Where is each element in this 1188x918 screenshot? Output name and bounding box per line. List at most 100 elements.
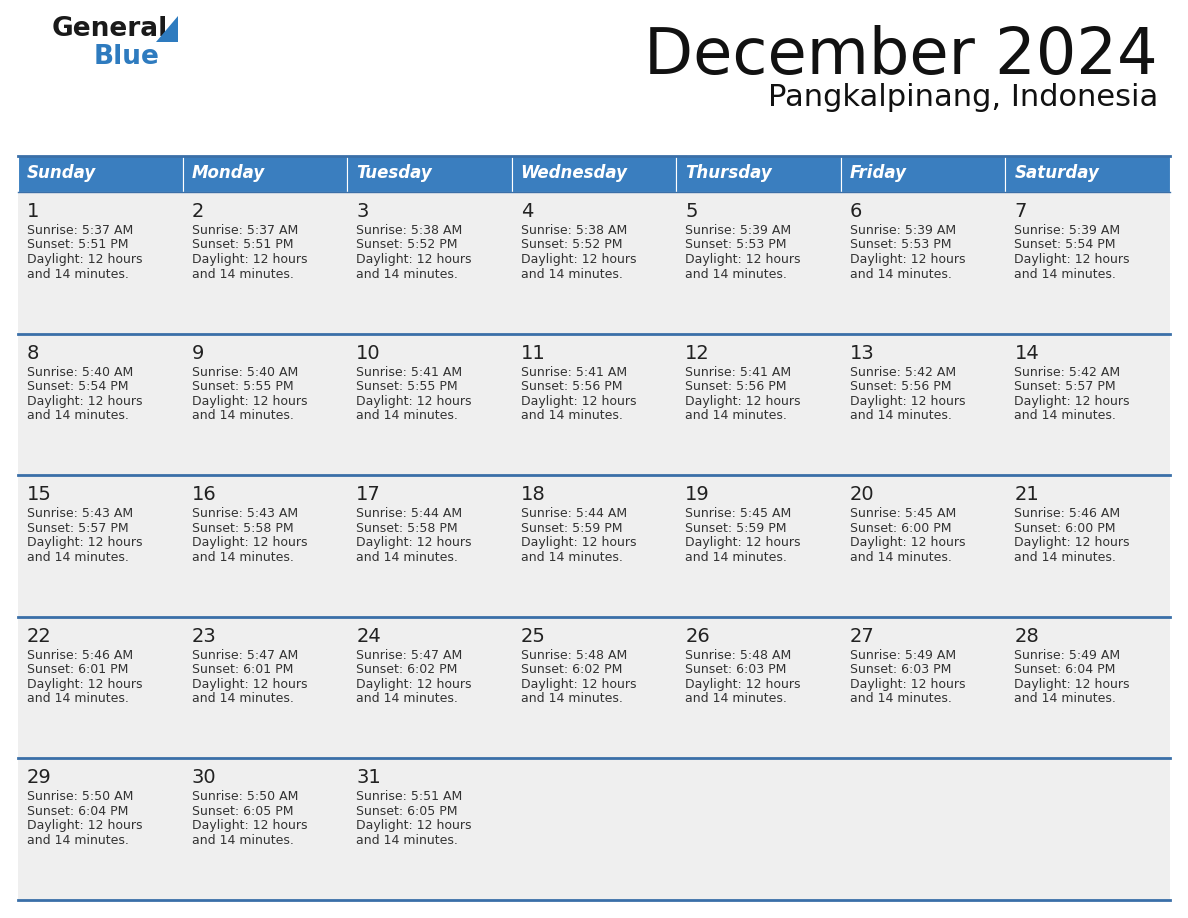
Text: Sunrise: 5:42 AM: Sunrise: 5:42 AM xyxy=(849,365,956,378)
Bar xyxy=(347,617,512,758)
Text: Wednesday: Wednesday xyxy=(520,164,627,182)
Text: 23: 23 xyxy=(191,627,216,645)
Text: and 14 minutes.: and 14 minutes. xyxy=(685,551,788,564)
Bar xyxy=(183,617,347,758)
Text: 7: 7 xyxy=(1015,202,1026,221)
Bar xyxy=(18,617,183,758)
Text: Daylight: 12 hours: Daylight: 12 hours xyxy=(1015,395,1130,408)
Text: Daylight: 12 hours: Daylight: 12 hours xyxy=(849,395,966,408)
Text: Thursday: Thursday xyxy=(685,164,772,182)
Text: Daylight: 12 hours: Daylight: 12 hours xyxy=(849,536,966,549)
Text: and 14 minutes.: and 14 minutes. xyxy=(191,692,293,705)
Text: Sunrise: 5:51 AM: Sunrise: 5:51 AM xyxy=(356,790,462,803)
Text: and 14 minutes.: and 14 minutes. xyxy=(27,551,128,564)
Text: Daylight: 12 hours: Daylight: 12 hours xyxy=(191,677,307,691)
Bar xyxy=(676,192,841,333)
Text: 13: 13 xyxy=(849,343,874,363)
Text: Sunrise: 5:38 AM: Sunrise: 5:38 AM xyxy=(356,224,462,237)
Text: Daylight: 12 hours: Daylight: 12 hours xyxy=(27,820,143,833)
Bar xyxy=(676,476,841,617)
Text: 30: 30 xyxy=(191,768,216,788)
Text: December 2024: December 2024 xyxy=(644,25,1158,87)
Text: General: General xyxy=(52,16,169,42)
Bar xyxy=(18,476,183,617)
Text: and 14 minutes.: and 14 minutes. xyxy=(685,409,788,422)
Text: Daylight: 12 hours: Daylight: 12 hours xyxy=(356,820,472,833)
Text: Sunrise: 5:40 AM: Sunrise: 5:40 AM xyxy=(191,365,298,378)
Text: and 14 minutes.: and 14 minutes. xyxy=(849,692,952,705)
Bar xyxy=(18,192,183,333)
Text: Sunset: 6:05 PM: Sunset: 6:05 PM xyxy=(191,805,293,818)
Bar xyxy=(1005,617,1170,758)
Text: Sunset: 6:00 PM: Sunset: 6:00 PM xyxy=(849,521,952,534)
Text: Sunset: 6:02 PM: Sunset: 6:02 PM xyxy=(356,664,457,677)
Text: Sunset: 5:59 PM: Sunset: 5:59 PM xyxy=(685,521,786,534)
Text: Daylight: 12 hours: Daylight: 12 hours xyxy=(191,395,307,408)
Text: Sunset: 5:55 PM: Sunset: 5:55 PM xyxy=(191,380,293,393)
Text: Sunrise: 5:37 AM: Sunrise: 5:37 AM xyxy=(191,224,298,237)
Text: Daylight: 12 hours: Daylight: 12 hours xyxy=(520,253,637,266)
Text: and 14 minutes.: and 14 minutes. xyxy=(685,267,788,281)
Bar xyxy=(512,192,676,333)
Text: 20: 20 xyxy=(849,486,874,504)
Text: and 14 minutes.: and 14 minutes. xyxy=(849,409,952,422)
Text: Blue: Blue xyxy=(94,44,160,70)
Text: Daylight: 12 hours: Daylight: 12 hours xyxy=(356,536,472,549)
Text: Sunset: 6:03 PM: Sunset: 6:03 PM xyxy=(849,664,952,677)
Text: and 14 minutes.: and 14 minutes. xyxy=(191,267,293,281)
Text: 8: 8 xyxy=(27,343,39,363)
Text: Daylight: 12 hours: Daylight: 12 hours xyxy=(27,677,143,691)
Text: Daylight: 12 hours: Daylight: 12 hours xyxy=(356,677,472,691)
Bar xyxy=(347,476,512,617)
Text: 26: 26 xyxy=(685,627,710,645)
Text: Sunset: 5:58 PM: Sunset: 5:58 PM xyxy=(356,521,457,534)
Text: Sunrise: 5:38 AM: Sunrise: 5:38 AM xyxy=(520,224,627,237)
Text: Sunset: 5:54 PM: Sunset: 5:54 PM xyxy=(27,380,128,393)
Bar xyxy=(1005,758,1170,900)
Text: Sunset: 5:52 PM: Sunset: 5:52 PM xyxy=(520,239,623,252)
Text: Friday: Friday xyxy=(849,164,906,182)
Text: Sunset: 5:57 PM: Sunset: 5:57 PM xyxy=(1015,380,1116,393)
Text: Daylight: 12 hours: Daylight: 12 hours xyxy=(1015,677,1130,691)
Text: Sunset: 5:57 PM: Sunset: 5:57 PM xyxy=(27,521,128,534)
Bar xyxy=(347,192,512,333)
Text: and 14 minutes.: and 14 minutes. xyxy=(520,267,623,281)
Text: 5: 5 xyxy=(685,202,697,221)
Text: Daylight: 12 hours: Daylight: 12 hours xyxy=(685,395,801,408)
Text: Daylight: 12 hours: Daylight: 12 hours xyxy=(849,677,966,691)
Bar xyxy=(18,758,183,900)
Text: Sunset: 5:58 PM: Sunset: 5:58 PM xyxy=(191,521,293,534)
Text: and 14 minutes.: and 14 minutes. xyxy=(356,692,459,705)
Text: Sunrise: 5:48 AM: Sunrise: 5:48 AM xyxy=(520,649,627,662)
Bar xyxy=(183,333,347,476)
Bar xyxy=(347,156,512,192)
Text: Daylight: 12 hours: Daylight: 12 hours xyxy=(685,536,801,549)
Bar xyxy=(183,758,347,900)
Text: and 14 minutes.: and 14 minutes. xyxy=(1015,409,1117,422)
Text: Sunrise: 5:43 AM: Sunrise: 5:43 AM xyxy=(27,508,133,521)
Text: Daylight: 12 hours: Daylight: 12 hours xyxy=(520,677,637,691)
Text: Sunrise: 5:41 AM: Sunrise: 5:41 AM xyxy=(520,365,627,378)
Text: Sunrise: 5:49 AM: Sunrise: 5:49 AM xyxy=(1015,649,1120,662)
Text: Daylight: 12 hours: Daylight: 12 hours xyxy=(685,253,801,266)
Polygon shape xyxy=(156,16,178,42)
Text: Saturday: Saturday xyxy=(1015,164,1099,182)
Text: and 14 minutes.: and 14 minutes. xyxy=(27,834,128,847)
Text: Sunset: 5:53 PM: Sunset: 5:53 PM xyxy=(849,239,952,252)
Text: 2: 2 xyxy=(191,202,204,221)
Text: Sunset: 6:04 PM: Sunset: 6:04 PM xyxy=(27,805,128,818)
Text: Sunrise: 5:43 AM: Sunrise: 5:43 AM xyxy=(191,508,298,521)
Text: Sunrise: 5:46 AM: Sunrise: 5:46 AM xyxy=(1015,508,1120,521)
Text: 16: 16 xyxy=(191,486,216,504)
Text: 31: 31 xyxy=(356,768,381,788)
Bar xyxy=(841,617,1005,758)
Text: 6: 6 xyxy=(849,202,862,221)
Text: 27: 27 xyxy=(849,627,874,645)
Text: Sunset: 5:54 PM: Sunset: 5:54 PM xyxy=(1015,239,1116,252)
Text: and 14 minutes.: and 14 minutes. xyxy=(520,692,623,705)
Text: Daylight: 12 hours: Daylight: 12 hours xyxy=(191,253,307,266)
Text: Sunset: 5:51 PM: Sunset: 5:51 PM xyxy=(27,239,128,252)
Bar xyxy=(676,617,841,758)
Text: Sunrise: 5:47 AM: Sunrise: 5:47 AM xyxy=(191,649,298,662)
Bar xyxy=(676,156,841,192)
